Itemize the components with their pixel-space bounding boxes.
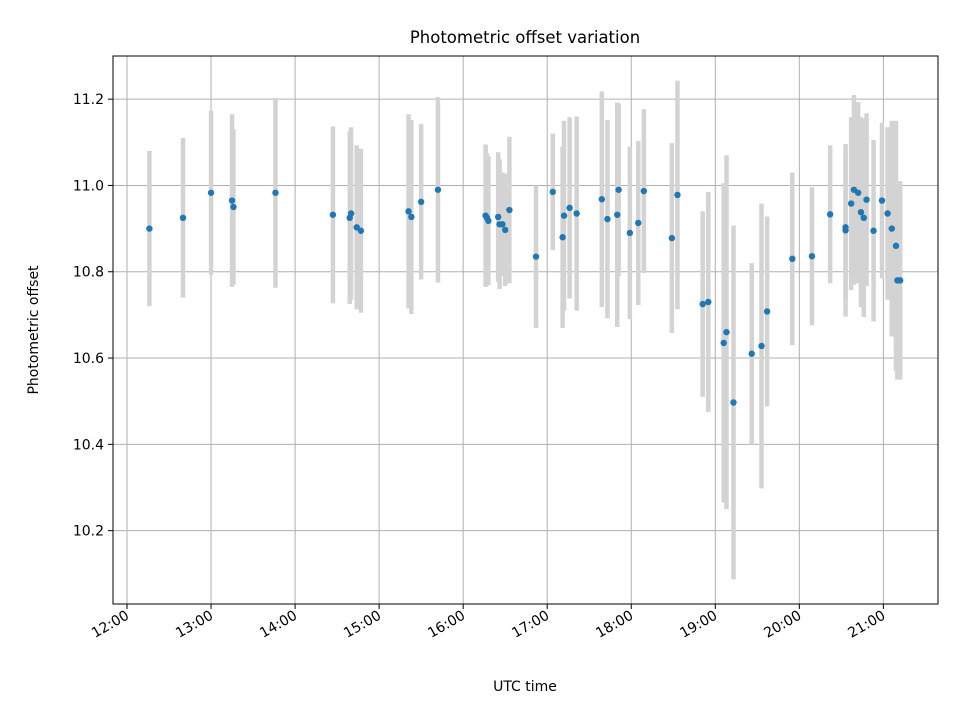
- data-point: [635, 219, 642, 227]
- data-point: [532, 253, 540, 260]
- data-point: [408, 213, 415, 221]
- data-point: [598, 196, 606, 203]
- data-point: [573, 210, 580, 217]
- data-point: [854, 189, 862, 196]
- y-tick-label: 10.4: [73, 437, 104, 453]
- data-point: [723, 328, 730, 336]
- data-point: [668, 234, 676, 242]
- y-tick-label: 10.2: [73, 524, 104, 540]
- y-tick-label: 10.6: [73, 351, 104, 367]
- y-axis-label: Photometric offset: [26, 265, 42, 395]
- data-point: [863, 196, 870, 203]
- data-point: [357, 227, 365, 234]
- data-point: [230, 203, 237, 211]
- data-point: [560, 212, 568, 219]
- data-point: [549, 188, 557, 196]
- data-point: [604, 215, 611, 223]
- data-point: [870, 227, 877, 234]
- data-point: [347, 210, 355, 217]
- data-point: [405, 208, 412, 215]
- data-point: [501, 226, 509, 234]
- chart-title: Photometric offset variation: [410, 28, 640, 47]
- data-point: [730, 399, 737, 406]
- data-point: [228, 197, 236, 204]
- data-point: [417, 198, 425, 206]
- grid-lines: [113, 56, 938, 604]
- data-point: [720, 339, 727, 347]
- data-point: [763, 308, 771, 315]
- data-point: [614, 211, 621, 218]
- plot-frame: [112, 55, 939, 605]
- x-axis-label: UTC time: [493, 679, 557, 695]
- y-tick-label: 11.0: [73, 178, 104, 194]
- data-point: [485, 217, 492, 225]
- data-point: [615, 186, 622, 193]
- y-tick-label: 10.8: [73, 265, 104, 281]
- data-point: [896, 277, 904, 284]
- data-point: [842, 224, 849, 231]
- data-point: [207, 189, 215, 196]
- data-point: [705, 298, 712, 306]
- data-point: [847, 200, 855, 207]
- data-point: [857, 209, 865, 216]
- data-point: [626, 229, 634, 237]
- data-point: [674, 191, 681, 199]
- y-axis-ticks: 10.2 10.4 10.6 10.8 11.0 11.2: [73, 92, 113, 540]
- data-point: [146, 225, 153, 232]
- data-point: [494, 213, 502, 221]
- data-point: [329, 211, 337, 218]
- data-point: [892, 242, 900, 250]
- data-point: [434, 186, 442, 193]
- data-point: [640, 187, 648, 195]
- data-point: [272, 189, 279, 196]
- y-tick-label: 11.2: [73, 92, 104, 108]
- data-point: [758, 342, 765, 350]
- data-point: [860, 214, 867, 222]
- data-point: [499, 221, 506, 228]
- data-point: [559, 234, 566, 241]
- data-point: [808, 253, 816, 260]
- data-point: [878, 197, 886, 204]
- data-point: [566, 204, 573, 212]
- data-point: [699, 300, 706, 308]
- data-point: [826, 211, 834, 218]
- data-points: [146, 186, 904, 406]
- data-point: [506, 206, 513, 214]
- data-point: [888, 225, 895, 232]
- data-point: [884, 210, 891, 217]
- data-point: [748, 350, 755, 357]
- data-point: [179, 214, 187, 222]
- data-point: [789, 255, 796, 263]
